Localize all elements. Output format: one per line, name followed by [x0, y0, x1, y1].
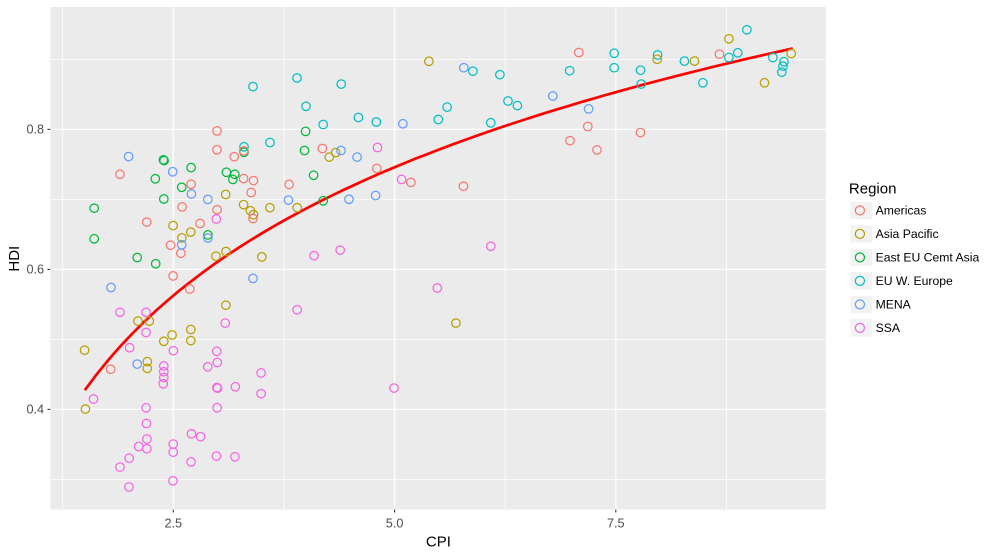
svg-text:EU W. Europe: EU W. Europe — [876, 274, 953, 288]
svg-text:0.4: 0.4 — [26, 403, 44, 417]
svg-text:HDI: HDI — [6, 246, 23, 272]
svg-text:CPI: CPI — [426, 534, 451, 551]
svg-text:2.5: 2.5 — [164, 517, 182, 531]
svg-text:0.8: 0.8 — [26, 123, 44, 137]
svg-text:7.5: 7.5 — [607, 517, 625, 531]
svg-text:5.0: 5.0 — [386, 517, 404, 531]
svg-text:Americas: Americas — [876, 204, 927, 218]
svg-text:East EU Cemt Asia: East EU Cemt Asia — [876, 251, 980, 265]
svg-text:MENA: MENA — [876, 298, 912, 312]
svg-text:0.6: 0.6 — [26, 263, 44, 277]
svg-text:SSA: SSA — [876, 321, 901, 335]
svg-text:Region: Region — [849, 181, 897, 198]
svg-text:Asia Pacific: Asia Pacific — [876, 227, 939, 241]
